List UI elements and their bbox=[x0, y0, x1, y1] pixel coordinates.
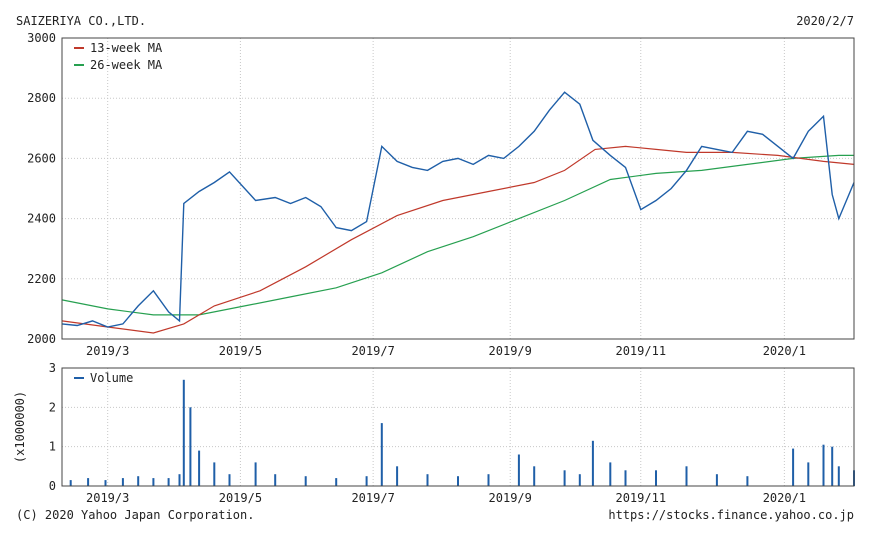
volume-bar bbox=[198, 450, 201, 486]
price-plot-area bbox=[62, 38, 854, 339]
price-y-tick-label: 2800 bbox=[27, 91, 56, 105]
price-frame bbox=[61, 37, 855, 340]
volume-bar bbox=[228, 474, 231, 486]
series-line-price bbox=[61, 91, 855, 328]
volume-y-tick-label: 2 bbox=[49, 400, 56, 414]
volume-x-tick-label: 2019/7 bbox=[351, 491, 394, 505]
volume-bar bbox=[213, 462, 216, 486]
price-y-tick-label: 2600 bbox=[27, 151, 56, 165]
volume-bar bbox=[396, 466, 399, 486]
price-panel: 2000 2200 2400 2600 2800 3000 2019/3 2019/5 2019… bbox=[27, 31, 855, 358]
volume-bar bbox=[335, 478, 338, 486]
company-name: SAIZERIYA CO.,LTD. bbox=[16, 14, 146, 28]
volume-y-axis-label: (x1000000) bbox=[13, 391, 27, 463]
chart-date: 2020/2/7 bbox=[796, 14, 854, 28]
series-line-ma13 bbox=[61, 145, 855, 334]
volume-bar bbox=[137, 476, 140, 486]
volume-bar bbox=[822, 444, 825, 486]
copyright-text: (C) 2020 Yahoo Japan Corporation. bbox=[16, 508, 254, 522]
volume-x-tick-label: 2020/1 bbox=[763, 491, 806, 505]
volume-bar bbox=[746, 476, 749, 486]
volume-bar bbox=[533, 466, 536, 486]
volume-bar bbox=[457, 476, 459, 486]
volume-x-tick-label: 2019/9 bbox=[489, 491, 532, 505]
legend-label: Volume bbox=[90, 371, 133, 385]
volume-y-tick-label: 0 bbox=[49, 479, 56, 493]
volume-bar bbox=[591, 440, 594, 486]
volume-bar bbox=[487, 474, 490, 486]
legend-label: 26-week MA bbox=[90, 58, 163, 72]
volume-bar bbox=[254, 462, 257, 486]
volume-bar bbox=[152, 478, 155, 486]
volume-bar bbox=[807, 462, 810, 486]
volume-bar bbox=[655, 470, 657, 486]
legend-label: 13-week MA bbox=[90, 41, 163, 55]
price-y-tick-label: 2000 bbox=[27, 332, 56, 346]
source-url[interactable]: https://stocks.finance.yahoo.co.jp bbox=[608, 508, 854, 522]
price-x-tick-label: 2019/11 bbox=[615, 344, 666, 358]
volume-bar bbox=[274, 474, 277, 486]
volume-bar bbox=[178, 474, 181, 486]
volume-bar bbox=[609, 462, 612, 486]
volume-x-tick-label: 2019/11 bbox=[615, 491, 666, 505]
volume-bar bbox=[69, 480, 72, 486]
volume-x-tick-label: 2019/5 bbox=[219, 491, 262, 505]
volume-bar bbox=[837, 466, 840, 486]
volume-bar bbox=[685, 466, 688, 486]
volume-bar bbox=[182, 379, 185, 486]
volume-y-tick-label: 3 bbox=[49, 361, 56, 375]
price-x-tick-label: 2019/7 bbox=[351, 344, 394, 358]
price-x-tick-label: 2019/9 bbox=[489, 344, 532, 358]
volume-x-tick-label: 2019/3 bbox=[86, 491, 129, 505]
volume-y-tick-label: 1 bbox=[49, 440, 56, 454]
price-x-tick-label: 2019/3 bbox=[86, 344, 129, 358]
volume-bar bbox=[380, 423, 383, 486]
volume-frame bbox=[61, 367, 855, 487]
volume-bar bbox=[578, 474, 581, 486]
price-y-tick-label: 2200 bbox=[27, 272, 56, 286]
volume-plot-area bbox=[62, 368, 854, 486]
volume-bar bbox=[121, 478, 124, 486]
volume-bar bbox=[517, 454, 520, 486]
volume-bar bbox=[715, 474, 718, 486]
volume-bar bbox=[87, 478, 90, 486]
volume-bar bbox=[189, 407, 192, 486]
volume-bar bbox=[624, 470, 627, 486]
volume-panel: 0 1 2 3 2019/3 2019/5 2019/7 2019/9 2019/11 2020/… bbox=[13, 361, 855, 505]
volume-bar bbox=[563, 470, 566, 486]
volume-bar bbox=[167, 478, 170, 486]
volume-bar bbox=[104, 480, 107, 486]
price-x-tick-label: 2020/1 bbox=[763, 344, 806, 358]
volume-bar bbox=[304, 476, 307, 486]
volume-bar bbox=[792, 448, 795, 486]
volume-bar bbox=[365, 476, 368, 486]
volume-bar bbox=[426, 474, 429, 486]
volume-bar bbox=[831, 446, 834, 486]
price-x-tick-label: 2019/5 bbox=[219, 344, 262, 358]
price-y-tick-label: 3000 bbox=[27, 31, 56, 45]
price-y-tick-label: 2400 bbox=[27, 212, 56, 226]
